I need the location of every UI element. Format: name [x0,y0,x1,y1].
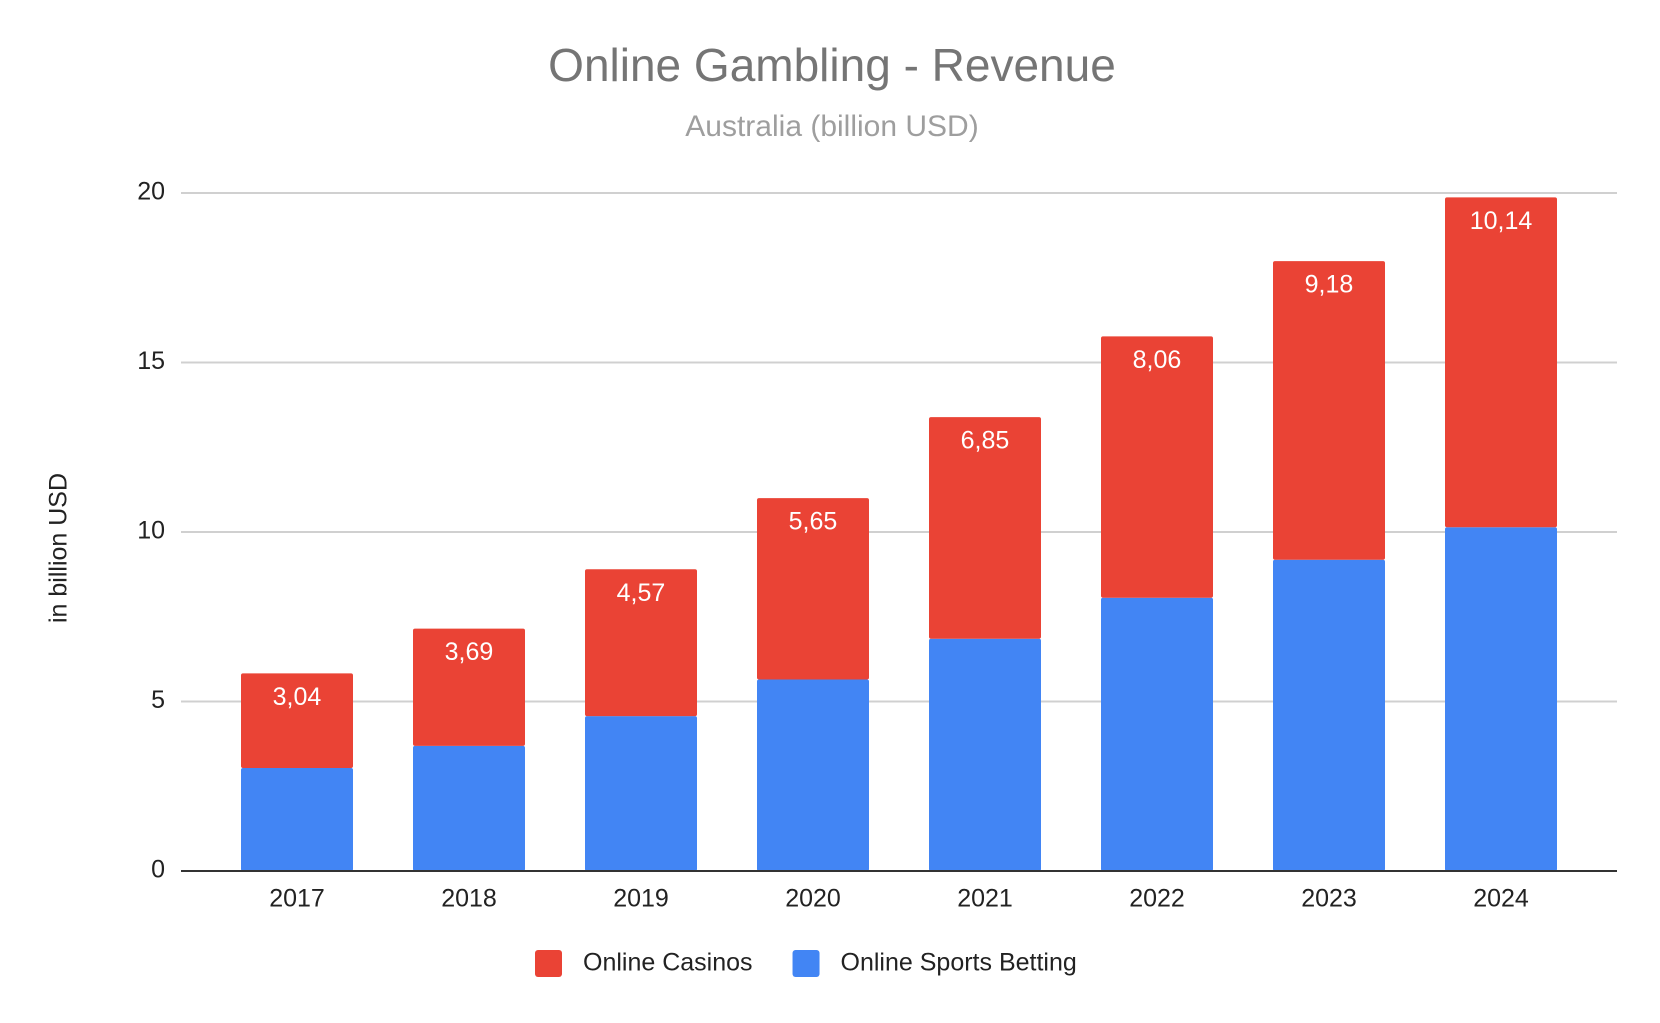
x-tick-label: 2022 [1129,885,1185,913]
chart-title: Online Gambling - Revenue [548,39,1116,91]
y-axis-label: in billion USD [45,473,73,623]
legend-swatch [792,950,820,977]
bar-segment [1273,559,1385,871]
x-tick-label: 2023 [1301,885,1357,913]
bar-segment [929,638,1041,871]
data-label: 9,18 [1305,271,1354,299]
legend-label: Online Casinos [583,949,753,977]
x-tick-label: 2019 [613,885,669,913]
legend-swatch [535,950,562,977]
bar-segment [585,716,697,871]
y-tick-label: 15 [137,347,165,375]
data-label: 5,65 [789,508,838,536]
data-label: 8,06 [1133,346,1182,374]
data-label: 6,85 [961,427,1010,455]
bar-segment [413,628,525,746]
legend-label: Online Sports Betting [841,949,1077,977]
bar-segment [413,745,525,871]
bar-segment [1445,197,1557,528]
bar-segment [241,673,353,768]
bar-segment [1101,597,1213,871]
x-tick-label: 2017 [269,885,325,913]
data-label: 10,14 [1470,207,1533,235]
x-tick-label: 2018 [441,885,497,913]
bar-segment [929,417,1041,639]
x-tick-label: 2020 [785,885,841,913]
y-tick-label: 0 [151,856,165,884]
bar-segment [757,679,869,871]
y-tick-label: 10 [137,517,165,545]
bar-segment [585,569,697,717]
data-label: 3,04 [273,683,322,711]
bar-segment [1445,527,1557,871]
data-label: 4,57 [617,579,666,607]
x-tick-label: 2021 [957,885,1013,913]
bar-segment [241,767,353,871]
bar-segment [1273,261,1385,560]
y-tick-label: 5 [151,686,165,714]
chart-subtitle: Australia (billion USD) [685,110,978,143]
data-label: 3,69 [445,638,494,666]
bar-segment [757,498,869,680]
x-tick-label: 2024 [1473,885,1529,913]
bar-segment [1101,336,1213,598]
y-tick-label: 20 [137,178,165,206]
